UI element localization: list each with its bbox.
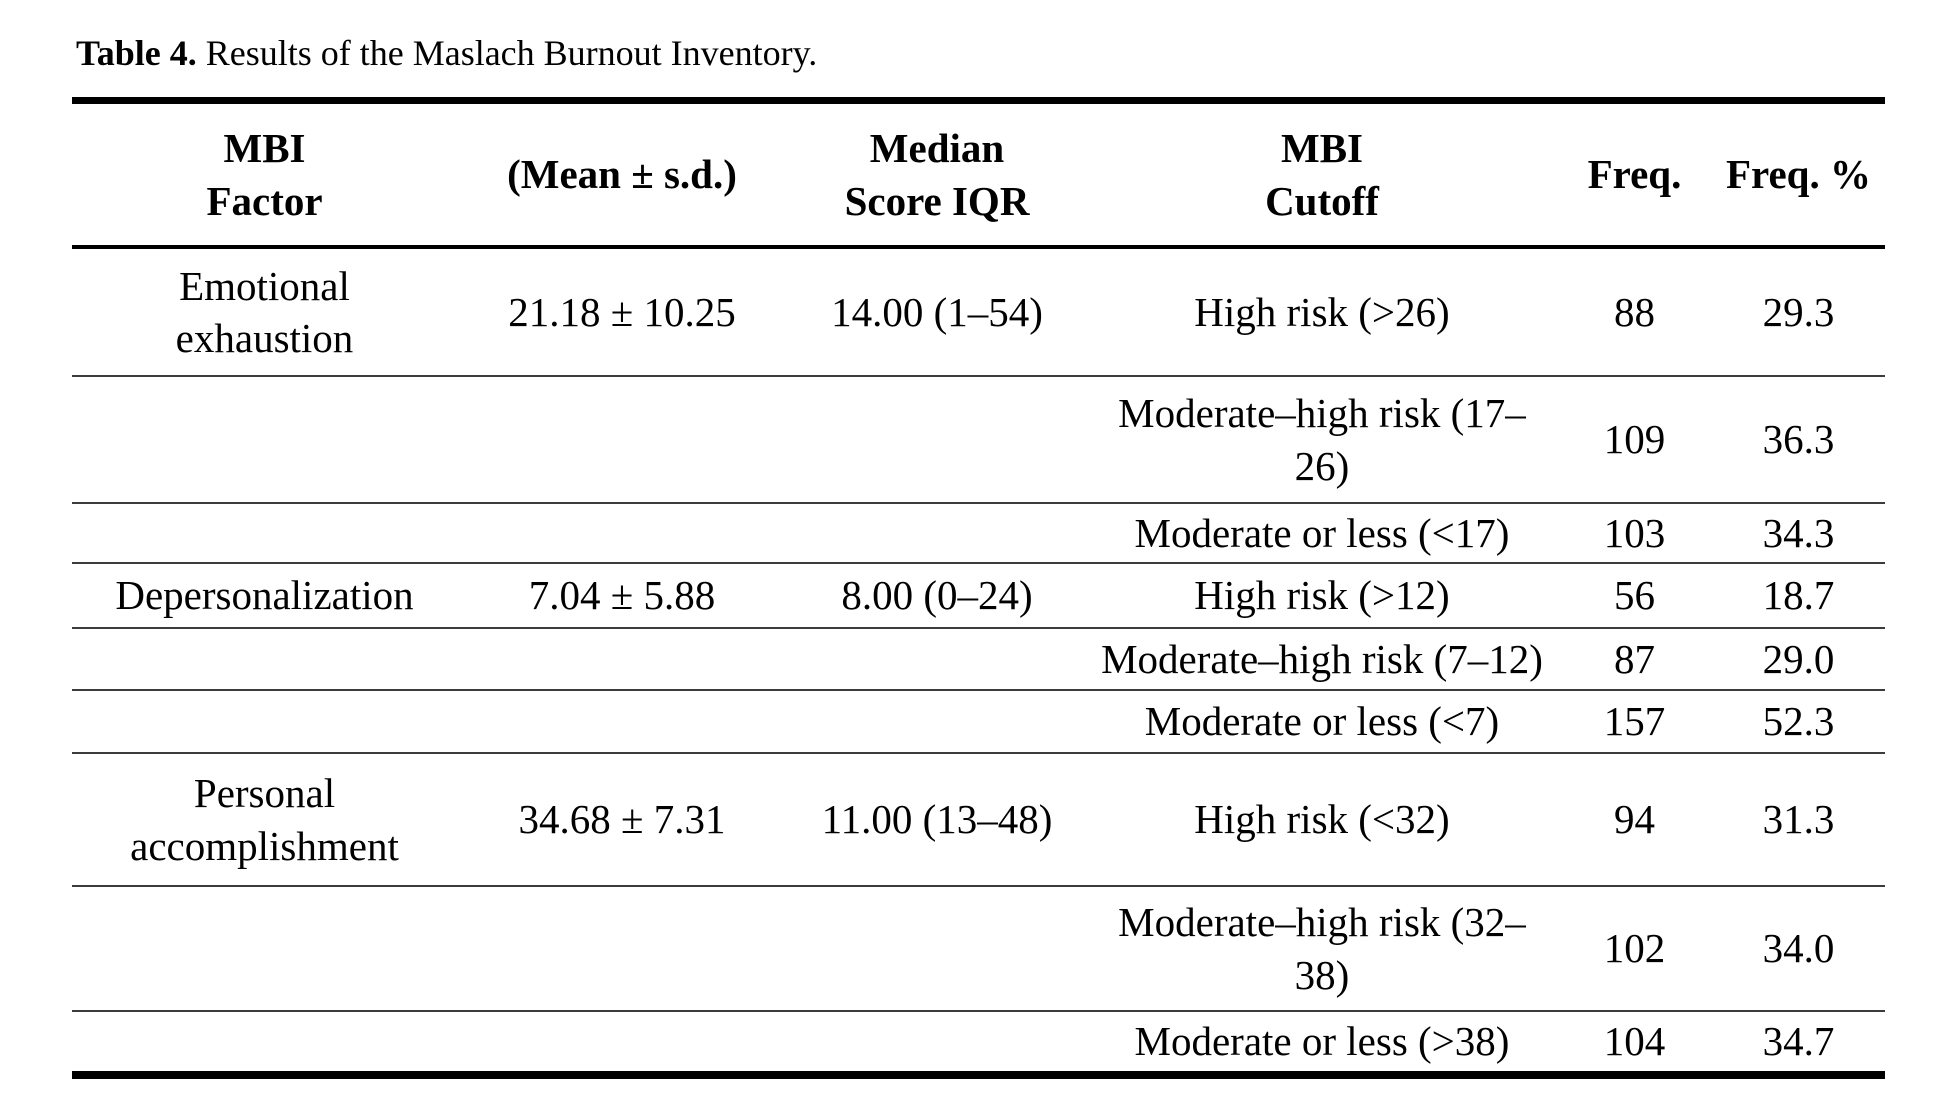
cell-cutoff: High risk (>12) (1194, 572, 1450, 619)
cell-freq-pct: 34.3 (1762, 509, 1835, 556)
cell-factor (72, 504, 457, 562)
cell-mean-sd (457, 504, 787, 562)
cell-median-iqr: 8.00 (0–24) (841, 572, 1033, 619)
cell-mean-sd (457, 377, 787, 502)
cell-factor: Personal accomplishment (130, 770, 399, 869)
cell-cutoff: Moderate–high risk (7–12) (1101, 635, 1543, 682)
cell-factor (72, 629, 457, 689)
table-row: Moderate or less (>38) 104 34.7 (72, 1012, 1885, 1071)
cell-cutoff: Moderate or less (<17) (1134, 509, 1510, 556)
header-cell-median-iqr: Median Score IQR (844, 125, 1030, 224)
cell-cutoff: Moderate or less (>38) (1134, 1018, 1510, 1065)
header-cell-freq-pct: Freq. % (1725, 151, 1871, 198)
cell-cutoff: Moderate or less (<7) (1144, 698, 1500, 745)
table-header-row: MBI Factor (Mean ± s.d.) Median Score IQ… (72, 104, 1885, 249)
cell-mean-sd (457, 887, 787, 1010)
cell-freq-pct: 52.3 (1762, 698, 1835, 745)
cell-freq-pct: 34.7 (1762, 1018, 1835, 1065)
cell-freq: 88 (1614, 288, 1655, 335)
cell-mean-sd (457, 1012, 787, 1071)
cell-factor (72, 691, 457, 752)
cell-freq: 87 (1614, 635, 1655, 682)
table-row: Moderate–high risk (32– 38) 102 34.0 (72, 887, 1885, 1012)
cell-freq-pct: 31.3 (1762, 796, 1835, 843)
cell-factor (72, 377, 457, 502)
table-row: Moderate or less (<17) 103 34.3 (72, 504, 1885, 564)
table-row: Moderate or less (<7) 157 52.3 (72, 691, 1885, 754)
cell-freq: 56 (1614, 572, 1655, 619)
cell-median-iqr (787, 504, 1087, 562)
cell-median-iqr (787, 887, 1087, 1010)
header-cell-factor: MBI Factor (206, 125, 323, 224)
cell-freq-pct: 36.3 (1762, 416, 1835, 463)
cell-freq: 103 (1603, 509, 1666, 556)
cell-freq: 102 (1603, 925, 1666, 972)
cell-cutoff: High risk (>26) (1194, 288, 1450, 335)
cell-cutoff: Moderate–high risk (17– 26) (1118, 390, 1526, 489)
cell-freq: 94 (1614, 796, 1655, 843)
table-caption-text: Results of the Maslach Burnout Inventory… (205, 33, 818, 73)
cell-median-iqr: 11.00 (13–48) (821, 796, 1053, 843)
table-caption-label: Table 4. (76, 33, 197, 73)
cell-freq-pct: 29.3 (1762, 288, 1835, 335)
cell-factor (72, 1012, 457, 1071)
cell-mean-sd (457, 691, 787, 752)
cell-freq: 157 (1603, 698, 1666, 745)
mbi-results-table: MBI Factor (Mean ± s.d.) Median Score IQ… (72, 97, 1885, 1079)
cell-cutoff: High risk (<32) (1194, 796, 1450, 843)
table-row: Moderate–high risk (17– 26) 109 36.3 (72, 377, 1885, 504)
table-row: Emotional exhaustion 21.18 ± 10.25 14.00… (72, 249, 1885, 377)
table-row: Depersonalization 7.04 ± 5.88 8.00 (0–24… (72, 564, 1885, 629)
cell-mean-sd: 21.18 ± 10.25 (508, 288, 736, 335)
header-cell-mean-sd: (Mean ± s.d.) (507, 151, 737, 198)
cell-factor (72, 887, 457, 1010)
cell-median-iqr (787, 377, 1087, 502)
table-caption: Table 4. Results of the Maslach Burnout … (76, 32, 817, 75)
cell-freq: 109 (1603, 416, 1666, 463)
cell-median-iqr (787, 1012, 1087, 1071)
cell-mean-sd: 7.04 ± 5.88 (528, 572, 716, 619)
cell-median-iqr: 14.00 (1–54) (831, 288, 1043, 335)
table-row: Personal accomplishment 34.68 ± 7.31 11.… (72, 754, 1885, 887)
cell-freq-pct: 29.0 (1762, 635, 1835, 682)
cell-factor: Emotional exhaustion (175, 262, 354, 361)
cell-freq-pct: 34.0 (1762, 925, 1835, 972)
cell-freq-pct: 18.7 (1762, 572, 1835, 619)
cell-freq: 104 (1603, 1018, 1666, 1065)
cell-factor: Depersonalization (115, 572, 414, 619)
cell-cutoff: Moderate–high risk (32– 38) (1118, 899, 1526, 998)
table-row: Moderate–high risk (7–12) 87 29.0 (72, 629, 1885, 691)
cell-median-iqr (787, 691, 1087, 752)
header-cell-cutoff: MBI Cutoff (1265, 125, 1379, 224)
cell-median-iqr (787, 629, 1087, 689)
cell-mean-sd: 34.68 ± 7.31 (518, 796, 726, 843)
header-cell-freq: Freq. (1587, 151, 1682, 198)
cell-mean-sd (457, 629, 787, 689)
